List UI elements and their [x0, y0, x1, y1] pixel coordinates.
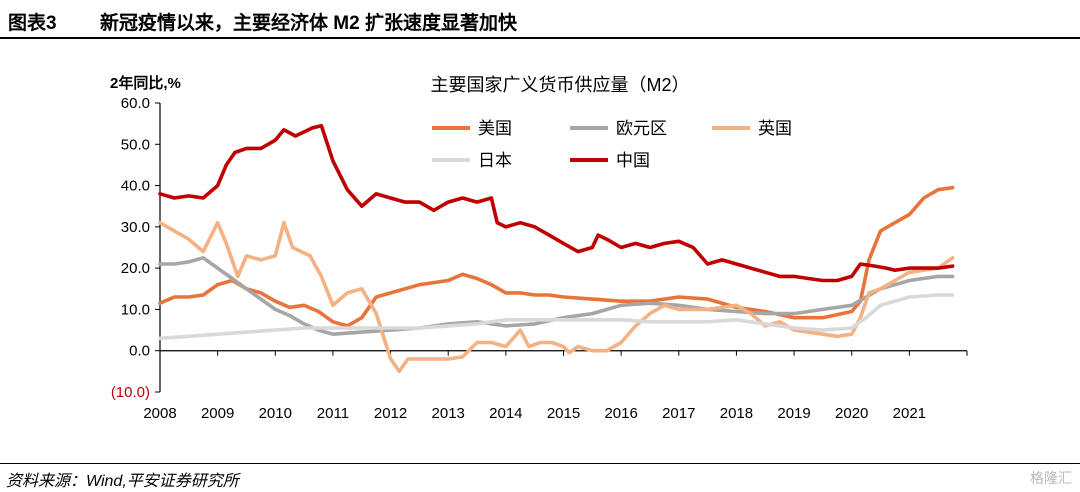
series-line-4: [158, 123, 955, 283]
y-tick-label: 20.0: [121, 260, 150, 277]
series-line-3: [158, 293, 955, 341]
y-axis-label: 2年同比,%: [110, 74, 181, 92]
chart-title: 主要国家广义货币供应量（M2）: [430, 75, 689, 95]
watermark: 格隆汇: [1030, 470, 1072, 486]
x-tick-label: 2009: [201, 405, 234, 422]
x-tick-label: 2016: [604, 405, 637, 422]
x-tick-label: 2010: [259, 405, 292, 422]
series-layer: [158, 123, 955, 374]
y-tick-label: (10.0): [111, 384, 150, 401]
axes: (10.0) 0.0 10.0 20.0 30.0 40.0 50.0 60.0 2008 200…: [111, 95, 968, 422]
x-tick-label: 2019: [777, 405, 810, 422]
x-tick-label: 2008: [143, 405, 176, 422]
x-tick-label: 2013: [432, 405, 465, 422]
x-tick-label: 2017: [662, 405, 695, 422]
figure-header: 图表3 新冠疫情以来，主要经济体 M2 扩张速度显著加快: [0, 0, 1080, 40]
header-rule: [0, 37, 1080, 39]
legend-label-4: 中国: [616, 151, 650, 170]
legend-label-3: 日本: [478, 151, 512, 170]
y-tick-label: 30.0: [121, 219, 150, 236]
x-tick-label: 2020: [835, 405, 868, 422]
legend-label-1: 欧元区: [616, 119, 667, 138]
series-line-1: [158, 256, 955, 336]
y-tick-label: 60.0: [121, 95, 150, 112]
legend-label-2: 英国: [758, 119, 792, 138]
x-tick-label: 2014: [489, 405, 522, 422]
x-tick-label: 2018: [720, 405, 753, 422]
x-tick-label: 2015: [547, 405, 580, 422]
y-tick-label: 10.0: [121, 301, 150, 318]
y-tick-label: 0.0: [129, 343, 150, 360]
x-tick-label: 2021: [893, 405, 926, 422]
x-tick-label: 2012: [374, 405, 407, 422]
y-tick-label: 40.0: [121, 178, 150, 195]
figure-number: 图表3: [8, 13, 57, 34]
source-note: 资料来源：Wind,平安证券研究所: [6, 473, 239, 490]
figure-title: 新冠疫情以来，主要经济体 M2 扩张速度显著加快: [100, 13, 517, 34]
legend-label-0: 美国: [478, 119, 512, 138]
series-line-2: [158, 220, 955, 374]
footer-rule: [0, 463, 1080, 464]
x-tick-label: 2011: [317, 405, 349, 422]
y-tick-label: 50.0: [121, 136, 150, 153]
series-line-0: [158, 185, 955, 328]
